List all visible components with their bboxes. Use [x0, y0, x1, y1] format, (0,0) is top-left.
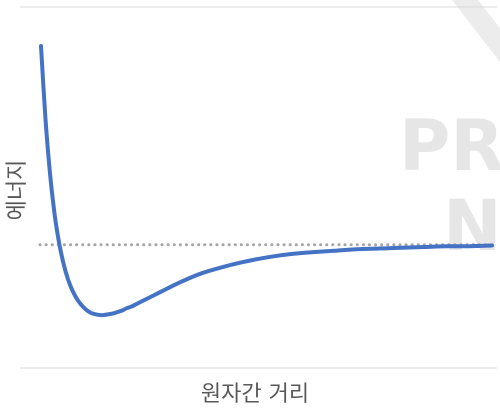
watermark-stripe	[452, 0, 500, 62]
watermark-text-1: PR	[399, 105, 500, 187]
x-axis-title: 원자간 거리	[201, 382, 309, 407]
watermark: PR N	[399, 0, 500, 267]
watermark-text-2: N	[443, 185, 500, 267]
series-line-energy	[39, 44, 494, 318]
y-axis-title: 에너지	[5, 160, 30, 221]
